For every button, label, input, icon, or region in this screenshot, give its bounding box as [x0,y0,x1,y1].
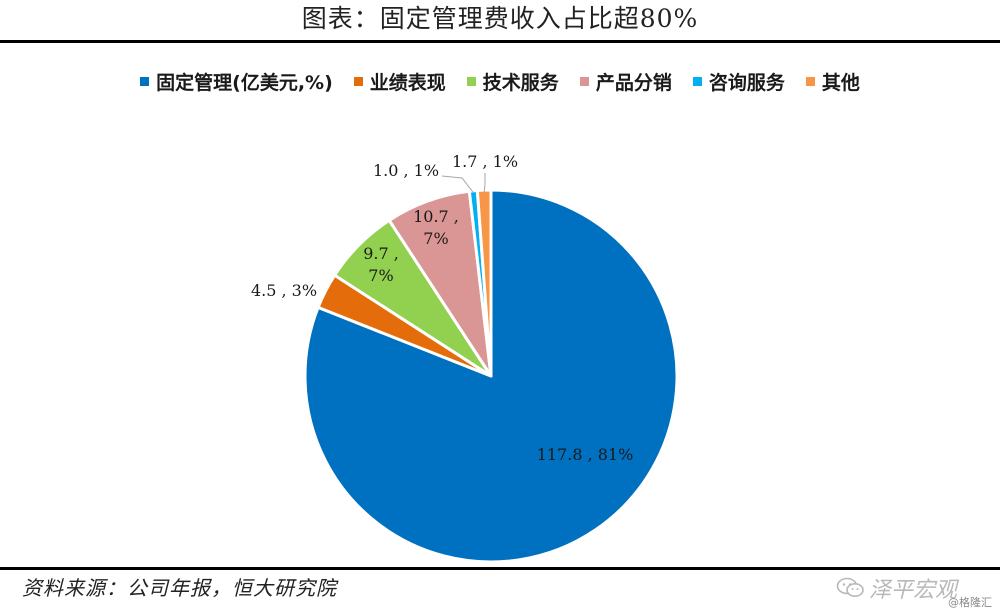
legend-item-technology-services: 技术服务 [466,68,559,95]
legend-swatch [579,77,589,86]
legend-swatch [692,77,702,86]
data-label-technology-services: 9.7 , 7% [363,244,399,285]
legend-label: 业绩表现 [369,72,446,94]
wechat-icon [836,577,864,597]
data-label-distribution: 10.7 , 7% [413,207,459,248]
image-credit: @格隆汇 [948,596,992,609]
legend-label: 产品分销 [595,72,672,94]
legend-item-fixed-management: 固定管理(亿美元,%) [140,68,333,95]
watermark: 泽平宏观 [836,572,957,604]
chart-legend: 固定管理(亿美元,%) 业绩表现 技术服务 产品分销 咨询服务 其他 [0,68,1000,95]
legend-item-advisory: 咨询服务 [692,68,785,95]
leader-line-advisory [441,175,474,194]
legend-label: 其他 [821,72,860,94]
data-label-performance: 4.5 , 3% [251,281,317,300]
chart-title: 图表：固定管理费收入占比超80% [301,4,699,33]
legend-swatch [805,77,815,86]
data-label-other: 1.7 , 1% [452,152,518,171]
legend-label: 固定管理(亿美元,%) [156,72,333,94]
data-label-advisory: 1.0 , 1% [373,161,439,180]
top-rule [0,40,1000,43]
source-note: 资料来源：公司年报，恒大研究院 [22,576,337,600]
legend-swatch [140,77,150,86]
legend-swatch [353,77,363,86]
data-label-fixed-management: 117.8 , 81% [537,445,634,464]
legend-swatch [466,77,476,86]
legend-label: 咨询服务 [708,72,785,94]
bottom-rule [0,567,1000,570]
legend-item-other: 其他 [805,68,860,95]
legend-label: 技术服务 [482,72,559,94]
legend-item-performance: 业绩表现 [353,68,446,95]
leader-line-other [483,173,486,193]
watermark-text: 泽平宏观 [869,578,958,603]
legend-item-distribution: 产品分销 [579,68,672,95]
